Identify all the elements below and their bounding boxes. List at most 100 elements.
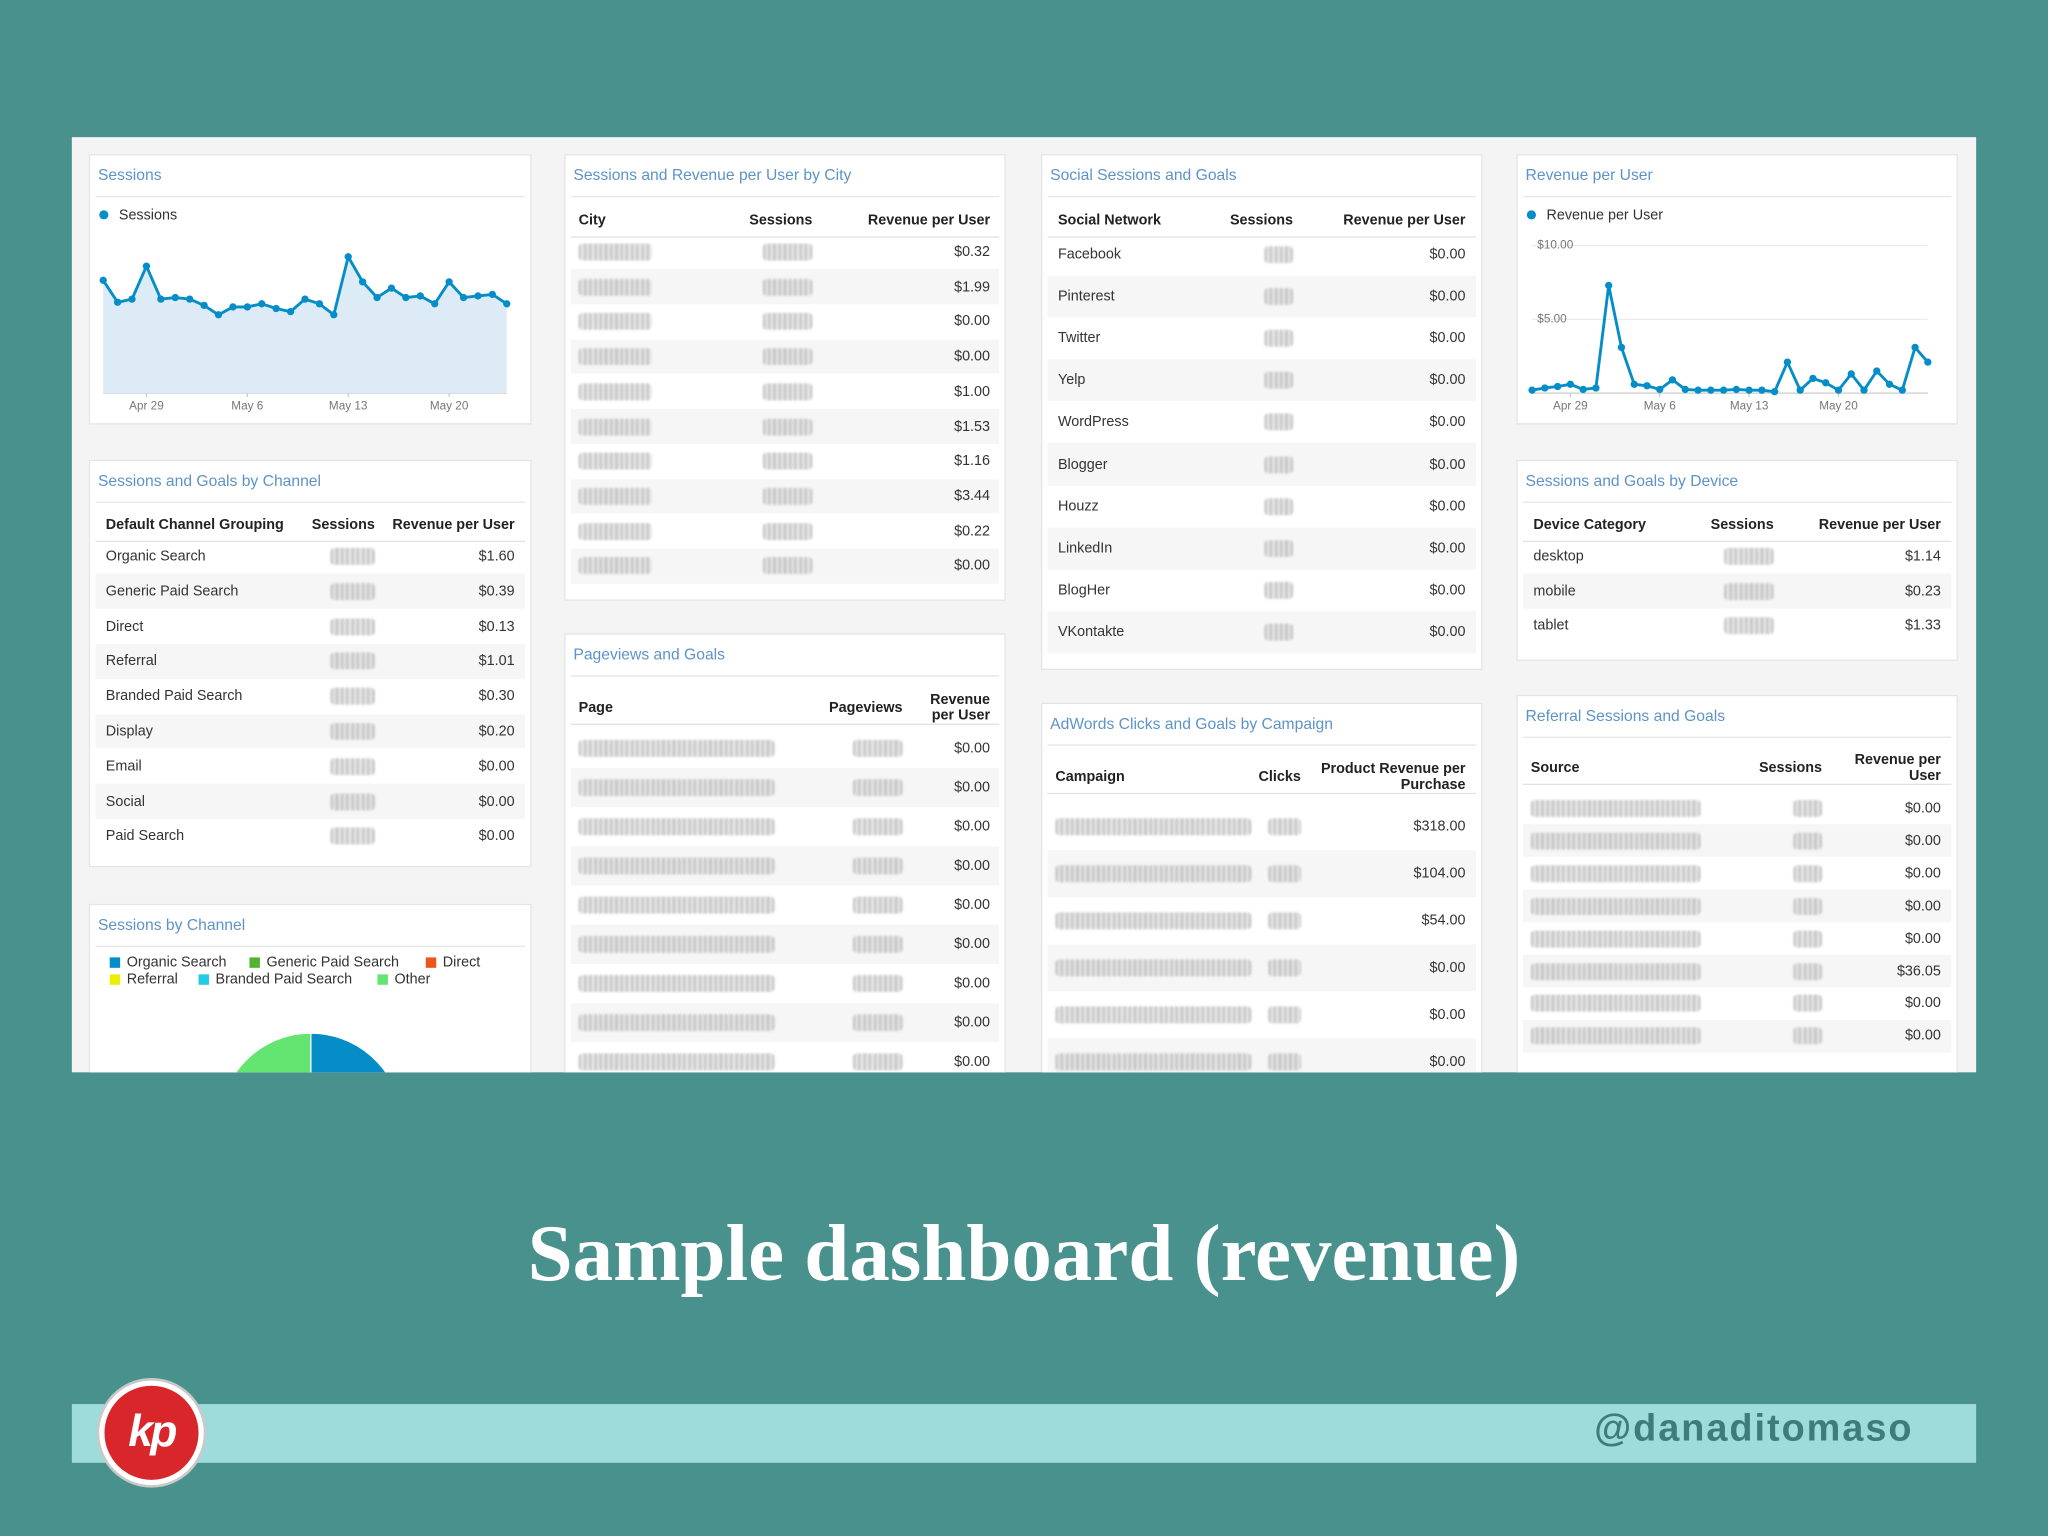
table-cell: desktop [1533,548,1584,565]
redacted-text [1268,865,1301,883]
table-cell: Paid Search [105,828,185,845]
line-chart: Apr 29 May 6 May 13 May 20 [99,252,511,412]
header-rule [1047,236,1476,238]
table-cell: $104.00 [1413,865,1466,882]
table-cell: $0.00 [1904,833,1941,849]
table-cell: $0.00 [954,936,991,953]
table-cell: $1.60 [478,548,515,565]
column-header: Source [1530,760,1580,776]
column-header: Revenue per User [1343,212,1466,229]
widget-title: Sessions [97,165,162,185]
point [445,278,453,286]
redacted-text [330,687,375,705]
redacted-text [1530,995,1701,1013]
redacted-text [852,739,903,757]
column-header: Social Network [1057,212,1161,229]
header-rule [570,723,1000,725]
redacted-text [1724,617,1774,635]
table-cell: $0.13 [478,618,515,635]
table-cell: $0.00 [478,828,515,845]
table-cell: $36.05 [1896,963,1941,979]
row-stripe [95,643,526,679]
redacted-text [1268,959,1301,977]
redacted-text [330,582,375,600]
redacted-text [762,348,813,366]
table-cell: $0.00 [1904,1028,1941,1044]
title-rule [95,501,526,503]
redacted-text [1268,912,1301,930]
table-cell: BlogHer [1057,582,1110,598]
table-cell: Branded Paid Search [105,688,243,705]
widget: Sessions by Channel Organic Search Generic… [88,903,532,1073]
point [1553,382,1562,391]
point [258,300,266,308]
table-cell: $1.00 [954,383,991,400]
redacted-text [1793,832,1823,850]
point [1656,385,1664,394]
table-cell: $3.44 [954,488,991,505]
title-rule [1522,736,1952,738]
table-cell: $0.00 [1429,959,1466,976]
table-cell: Social [105,793,145,810]
column-header: Device Category [1533,517,1646,533]
redacted-text [330,652,375,670]
redacted-text [762,417,813,435]
column-header: Sessions [749,212,813,229]
redacted-text [762,313,813,331]
legend-swatch [198,974,209,985]
table-cell: $1.16 [954,453,991,470]
title-rule [1047,195,1476,198]
redacted-text [578,383,652,401]
point [1770,388,1779,396]
point [1592,384,1600,392]
widget-title: Referral Sessions and Goals [1525,706,1726,725]
redacted-text [330,617,375,635]
table-cell: $1.14 [1904,548,1941,565]
point [1541,384,1549,392]
point [1885,380,1894,388]
redacted-text [578,348,652,366]
table-cell: Pinterest [1057,288,1115,305]
area [103,256,507,394]
y-tick-label: $10.00 [1537,239,1573,252]
redacted-text [578,243,652,261]
table-cell: $0.00 [954,313,991,330]
widget: Sessions and Goals by Channel Default Cha… [88,459,532,868]
widget: Sessions and Revenue per User by City Cit… [564,154,1006,601]
redacted-text [762,383,813,401]
redacted-text [1055,959,1252,977]
redacted-text [852,1053,903,1071]
redacted-text [578,522,652,540]
redacted-text [578,1053,775,1071]
redacted-text [852,818,903,836]
widget: AdWords Clicks and Goals by Campaign Camp… [1040,702,1483,1073]
redacted-text [578,739,775,757]
redacted-text [1264,497,1294,515]
legend-label: Referral [126,971,178,988]
table-cell: $1.33 [1904,617,1941,634]
point [1605,281,1613,290]
table-cell: $0.00 [1429,330,1466,347]
redacted-text [762,278,813,296]
redacted-text [578,896,775,914]
row-stripe [95,783,526,819]
redacted-text [1264,330,1294,348]
table-cell: mobile [1533,583,1576,599]
point [301,295,309,303]
x-tick-label: May 13 [329,399,368,412]
column-header: Sessions [1758,760,1823,776]
column-header: Sessions [311,517,375,533]
point [1911,343,1919,352]
redacted-text [1268,1053,1301,1071]
redacted-text [1264,539,1294,557]
redacted-text [1530,930,1701,948]
table-cell: Organic Search [105,548,206,565]
column-header: Revenue per User [930,692,991,724]
legend-dot [1526,210,1536,220]
point [142,262,151,270]
column-header: Sessions [1710,517,1774,533]
redacted-text [330,757,375,775]
table-cell: $0.00 [954,858,991,874]
table-cell: $0.00 [954,1054,991,1070]
legend-swatch [109,974,121,985]
